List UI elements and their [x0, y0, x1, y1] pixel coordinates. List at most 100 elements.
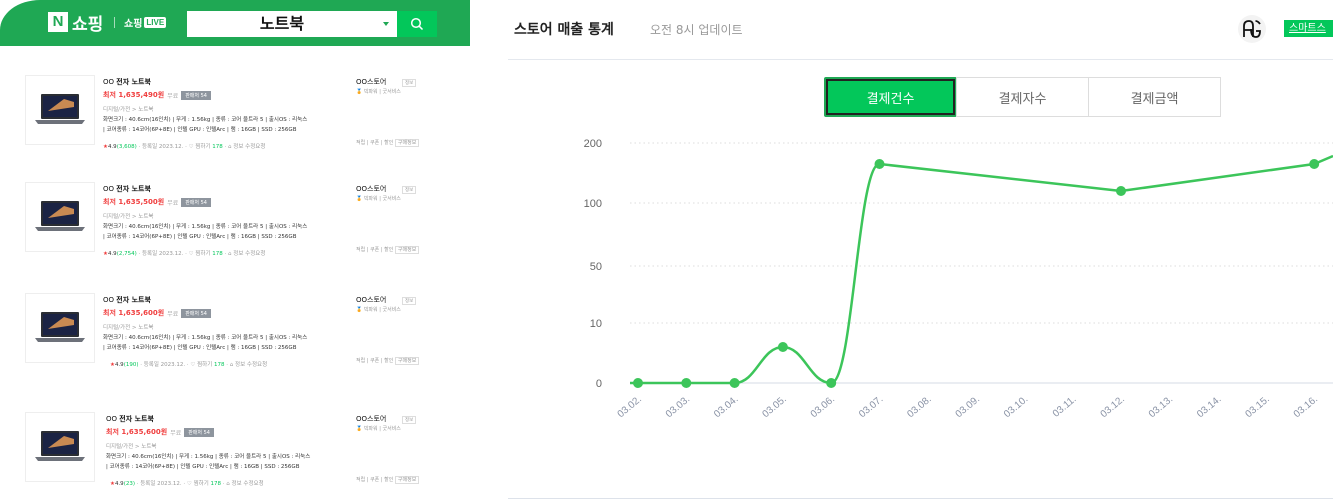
series-line: [630, 154, 1333, 385]
smartstore-link[interactable]: 스마트스: [1284, 20, 1333, 37]
store-name[interactable]: OO스토어: [356, 296, 387, 304]
naver-logo[interactable]: N: [48, 12, 68, 32]
x-tick-label: 03.03.: [664, 394, 692, 420]
tab-payer-count[interactable]: 결제자수: [956, 77, 1089, 117]
review-count[interactable]: (23): [123, 481, 135, 487]
bell-icon: ⌂: [226, 481, 230, 487]
heart-icon: ♡: [188, 251, 194, 257]
search-button[interactable]: [397, 11, 437, 37]
data-point: [681, 378, 692, 388]
shopping-logo-text[interactable]: 쇼핑: [72, 15, 104, 35]
product-thumbnail[interactable]: [25, 412, 95, 482]
store-name[interactable]: OO스토어: [356, 185, 387, 193]
review-count[interactable]: (3,608): [116, 144, 137, 150]
panel-bottom-border: [508, 498, 1333, 499]
bell-icon: ⌂: [229, 362, 234, 368]
search-input[interactable]: 노트북: [187, 11, 397, 37]
medal-icon: 🏅: [356, 196, 363, 202]
buy-info-button[interactable]: 구매정보: [394, 246, 420, 254]
laptop-image: [35, 431, 85, 461]
medal-icon: 🏅: [356, 89, 363, 95]
data-point: [729, 378, 740, 388]
payment-count-line-chart: 0 10 50 100 200 03.02. 03.03. 03.04. 03.05. 03.06…: [584, 138, 1333, 420]
tab-payment-count[interactable]: 결제건수: [824, 77, 957, 117]
store-grade: 🏅 빅파워 | 굿서비스: [356, 426, 401, 432]
product-item[interactable]: OO 전자 노트북 최저 1,635,500원 무료 판매처 54 디지털/가전 >…: [0, 182, 470, 282]
y-tick-label: 50: [590, 261, 602, 273]
store-name[interactable]: OO스토어: [356, 78, 387, 86]
x-tick-label: 03.05.: [760, 394, 788, 420]
store-info-button[interactable]: 정보: [402, 416, 417, 424]
x-tick-label: 03.04.: [712, 394, 740, 420]
product-category[interactable]: 디지털/가전 > 노트북: [103, 214, 154, 220]
product-meta: ★4.9(23) · 등록일 2023.12. · ♡ 찜하기 178 · ⌂ …: [110, 481, 264, 487]
report-link[interactable]: 정보 수정요청: [235, 362, 268, 368]
product-thumbnail[interactable]: [25, 293, 95, 363]
product-title[interactable]: OO 전자 노트북: [103, 296, 151, 304]
store-benefits: 적립 | 쿠폰 | 할인 구매정보: [356, 476, 420, 484]
product-specs: 화면크기 : 40.6cm(16인치) | 무게 : 1.56kg | 종류 :…: [103, 224, 308, 240]
product-category[interactable]: 디지털/가전 > 노트북: [106, 444, 157, 450]
product-category[interactable]: 디지털/가전 > 노트북: [103, 107, 154, 113]
product-specs: 화면크기 : 40.6cm(16인치) | 무게 : 1.56kg | 종류 :…: [103, 117, 308, 133]
store-info-button[interactable]: 정보: [402, 186, 417, 194]
star-icon: ★: [103, 251, 108, 257]
product-thumbnail[interactable]: [25, 75, 95, 145]
autocomplete-toggle-icon[interactable]: [383, 22, 389, 26]
product-meta: ★4.9(2,754) · 등록일 2023.12. · ♡ 찜하기 178 ·…: [103, 251, 266, 257]
product-price: 최저 1,635,490원 무료 판매처 54: [103, 90, 211, 100]
shopping-panel: N 쇼핑 쇼핑 LIVE 노트북 OO 전자 노트북 최저 1,635,490원…: [0, 0, 470, 500]
compare-sellers-button[interactable]: 판매처 54: [181, 90, 211, 100]
x-tick-label: 03.07.: [857, 394, 885, 420]
shopping-live-link[interactable]: 쇼핑 LIVE: [124, 15, 167, 30]
product-category[interactable]: 디지털/가전 > 노트북: [103, 325, 154, 331]
store-logo-icon[interactable]: [1238, 15, 1266, 43]
product-title[interactable]: OO 전자 노트북: [103, 185, 151, 193]
data-point: [874, 159, 885, 169]
live-prefix: 쇼핑: [124, 19, 143, 30]
header-separator: [114, 17, 115, 28]
product-thumbnail[interactable]: [25, 182, 95, 252]
x-tick-label: 03.15.: [1243, 394, 1271, 420]
y-tick-label: 100: [584, 198, 602, 210]
product-item[interactable]: OO 전자 노트북 최저 1,635,490원 무료 판매처 54 디지털/가전 >…: [0, 75, 470, 175]
x-tick-label: 03.12.: [1099, 394, 1127, 420]
product-meta: ★4.9(3,608) · 등록일 2023.12. · ♡ 찜하기 178 ·…: [103, 144, 266, 150]
product-specs: 화면크기 : 40.6cm(16인치) | 무게 : 1.56kg | 종류 :…: [103, 335, 308, 351]
product-item[interactable]: OO 전자 노트북 최저 1,635,600원 무료 판매처 54 디지털/가전 >…: [0, 293, 470, 393]
product-title[interactable]: OO 전자 노트북: [103, 78, 151, 86]
laptop-image: [35, 312, 85, 342]
medal-icon: 🏅: [356, 307, 363, 313]
shipping-info: 무료: [167, 199, 179, 207]
shopping-header: N 쇼핑 쇼핑 LIVE 노트북: [0, 0, 470, 46]
store-name[interactable]: OO스토어: [356, 415, 387, 423]
y-tick-label: 10: [590, 318, 602, 330]
buy-info-button[interactable]: 구매정보: [394, 476, 420, 484]
product-price: 최저 1,635,600원 무료 판매처 54: [103, 308, 211, 318]
header-divider: [508, 59, 1333, 60]
shipping-info: 무료: [167, 310, 179, 318]
buy-info-button[interactable]: 구매정보: [394, 139, 420, 147]
heart-icon: ♡: [190, 362, 196, 368]
compare-sellers-button[interactable]: 판매처 54: [181, 197, 211, 207]
star-icon: ★: [103, 144, 108, 150]
buy-info-button[interactable]: 구매정보: [394, 357, 420, 365]
review-count[interactable]: (190): [123, 362, 139, 368]
compare-sellers-button[interactable]: 판매처 54: [184, 427, 214, 437]
laptop-image: [35, 94, 85, 124]
data-point: [633, 378, 643, 388]
search-query: 노트북: [259, 14, 305, 33]
product-title[interactable]: OO 전자 노트북: [106, 415, 154, 423]
store-info-button[interactable]: 정보: [402, 79, 417, 87]
search-icon: [410, 17, 424, 31]
report-link[interactable]: 정보 수정요청: [231, 481, 264, 487]
report-link[interactable]: 정보 수정요청: [233, 251, 266, 257]
heart-icon: ♡: [188, 144, 194, 150]
product-item[interactable]: OO 전자 노트북 최저 1,635,600원 무료 판매처 54 디지털/가전 >…: [0, 412, 470, 500]
tab-payment-amount[interactable]: 결제금액: [1088, 77, 1221, 117]
review-count[interactable]: (2,754): [116, 251, 137, 257]
compare-sellers-button[interactable]: 판매처 54: [181, 308, 211, 318]
store-info-button[interactable]: 정보: [402, 297, 417, 305]
x-tick-label: 03.02.: [616, 394, 644, 420]
report-link[interactable]: 정보 수정요청: [233, 144, 266, 150]
